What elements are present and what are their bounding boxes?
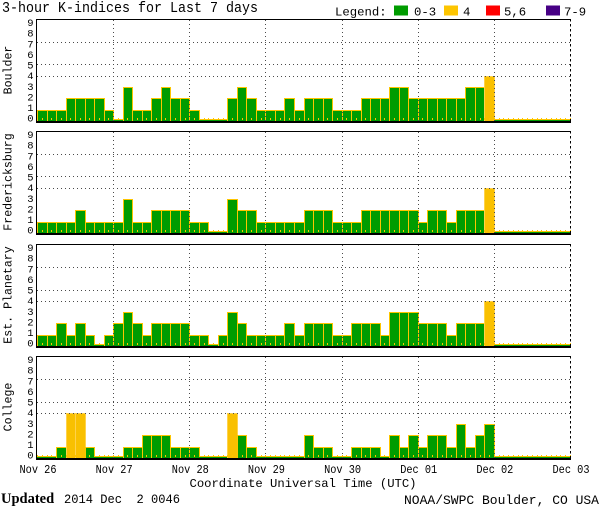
- svg-text:Nov 30: Nov 30: [324, 463, 361, 477]
- svg-text:0: 0: [27, 114, 33, 126]
- svg-text:4: 4: [27, 296, 33, 308]
- svg-text:5,6: 5,6: [504, 6, 526, 20]
- svg-text:Nov 29: Nov 29: [248, 463, 285, 477]
- svg-text:6: 6: [27, 50, 33, 62]
- svg-text:4: 4: [27, 183, 33, 195]
- svg-text:5: 5: [27, 286, 33, 298]
- svg-text:2: 2: [27, 92, 33, 104]
- svg-text:Updated: Updated: [1, 491, 54, 507]
- svg-text:2014 Dec 2 0046: 2014 Dec 2 0046: [64, 492, 180, 507]
- svg-text:8: 8: [27, 29, 33, 41]
- svg-text:4: 4: [463, 6, 470, 20]
- svg-text:3-hour K-indices for Last 7 da: 3-hour K-indices for Last 7 days: [2, 1, 258, 17]
- svg-text:7-9: 7-9: [564, 6, 586, 20]
- svg-text:1: 1: [27, 440, 33, 452]
- svg-text:3: 3: [27, 419, 33, 431]
- svg-text:Est. Planetary: Est. Planetary: [3, 246, 16, 343]
- svg-text:9: 9: [27, 243, 33, 255]
- svg-text:Coordinate Universal Time (UTC: Coordinate Universal Time (UTC): [190, 477, 417, 491]
- svg-text:9: 9: [27, 18, 33, 30]
- svg-text:5: 5: [27, 398, 33, 410]
- svg-text:7: 7: [27, 151, 33, 163]
- svg-text:7: 7: [27, 264, 33, 276]
- svg-text:9: 9: [27, 355, 33, 367]
- svg-text:2: 2: [27, 317, 33, 329]
- svg-text:1: 1: [27, 215, 33, 227]
- svg-text:0: 0: [27, 339, 33, 351]
- svg-text:College: College: [3, 383, 16, 432]
- svg-text:6: 6: [27, 162, 33, 174]
- svg-text:Dec 02: Dec 02: [476, 463, 513, 477]
- svg-text:3: 3: [27, 194, 33, 206]
- svg-text:Fredericksburg: Fredericksburg: [3, 133, 16, 230]
- svg-text:8: 8: [27, 254, 33, 266]
- svg-text:Legend:: Legend:: [335, 6, 387, 20]
- svg-text:2: 2: [27, 204, 33, 216]
- svg-text:Nov 27: Nov 27: [96, 463, 133, 477]
- svg-text:Dec 01: Dec 01: [400, 463, 437, 477]
- svg-text:0-3: 0-3: [414, 6, 436, 20]
- svg-text:6: 6: [27, 387, 33, 399]
- svg-text:Boulder: Boulder: [3, 46, 16, 95]
- svg-text:8: 8: [27, 366, 33, 378]
- svg-text:9: 9: [27, 130, 33, 142]
- svg-text:1: 1: [27, 103, 33, 115]
- svg-text:6: 6: [27, 275, 33, 287]
- svg-text:Nov 26: Nov 26: [20, 463, 57, 477]
- svg-text:7: 7: [27, 39, 33, 51]
- svg-text:2: 2: [27, 429, 33, 441]
- svg-text:0: 0: [27, 451, 33, 463]
- svg-text:1: 1: [27, 328, 33, 340]
- svg-text:NOAA/SWPC Boulder, CO USA: NOAA/SWPC Boulder, CO USA: [404, 493, 599, 508]
- svg-text:8: 8: [27, 141, 33, 153]
- svg-text:3: 3: [27, 82, 33, 94]
- svg-text:5: 5: [27, 173, 33, 185]
- svg-text:Dec 03: Dec 03: [553, 463, 590, 477]
- svg-text:4: 4: [27, 71, 33, 83]
- svg-text:Nov 28: Nov 28: [172, 463, 209, 477]
- svg-text:0: 0: [27, 226, 33, 238]
- svg-text:3: 3: [27, 307, 33, 319]
- svg-text:4: 4: [27, 408, 33, 420]
- svg-text:5: 5: [27, 61, 33, 73]
- svg-text:7: 7: [27, 376, 33, 388]
